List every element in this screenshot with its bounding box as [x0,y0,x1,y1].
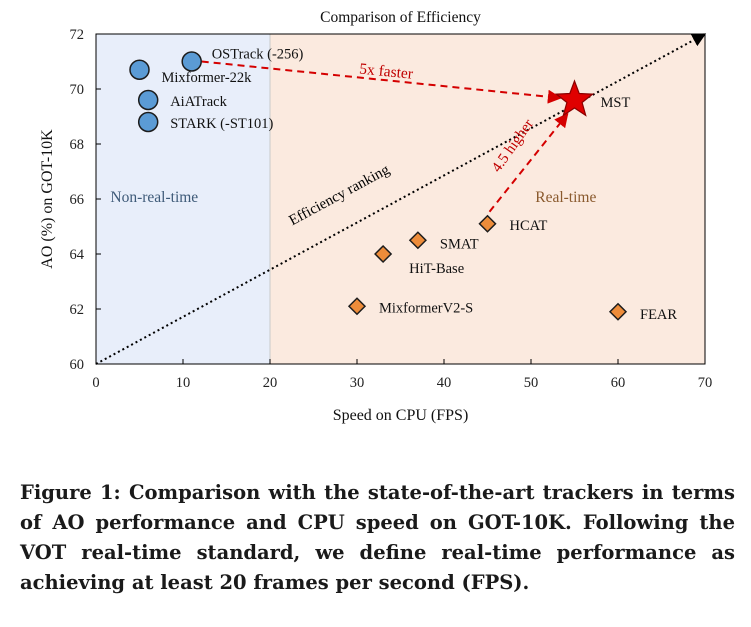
y-tick-label: 60 [70,357,85,373]
region-label-non-real-time: Non-real-time [110,189,198,206]
point-smat [408,231,427,250]
y-tick-label: 66 [70,192,85,208]
point-label-fear: FEAR [640,307,677,323]
point-fear [608,302,628,321]
point-label-aiatrack: AiATrack [170,94,227,110]
point-stark-st101 [137,111,159,133]
region-real-time [270,34,705,364]
point-mixformerv2-s [347,297,367,316]
point-label-hit-base: HiT-Base [409,261,464,277]
x-tick-label: 70 [698,375,713,391]
x-tick-label: 10 [176,375,191,391]
point-label-ostrack-256: OSTrack (-256) [212,47,304,63]
efficiency-ranking-arrow [95,33,707,365]
point-mst [554,79,595,117]
x-tick-label: 60 [611,375,626,391]
point-hit-base [374,244,393,264]
x-tick-label: 50 [524,375,539,391]
point-hcat [478,214,497,233]
point-label-mst: MST [601,95,631,111]
faster-arrow [201,60,562,104]
point-aiatrack [137,89,159,111]
y-tick-label: 70 [70,82,85,98]
figure-caption: Figure 1: Comparison with the state-of-t… [20,481,735,594]
point-label-mixformerv2-s: MixformerV2-S [379,300,473,316]
x-tick-label: 20 [263,375,278,391]
point-label-hcat: HCAT [510,218,548,234]
y-tick-label: 72 [70,27,85,43]
x-tick-label: 0 [92,375,99,391]
region-non-real-time [96,34,270,364]
point-mixformer-22k [129,59,150,80]
y-tick-label: 64 [70,247,85,263]
faster-label: 5x faster [359,60,415,82]
chart-title: Comparison of Efficiency [320,9,481,26]
region-label-real-time: Real-time [535,189,596,206]
y-tick-label: 62 [70,302,85,318]
x-axis-label: Speed on CPU (FPS) [333,407,469,424]
x-tick-label: 40 [437,375,452,391]
point-label-stark-st101: STARK (-ST101) [170,116,273,132]
efficiency-scatter-chart: Non-real-time Real-time 0 10 20 30 40 50 60 70 60 6… [39,9,713,424]
point-ostrack-256 [181,51,202,72]
higher-arrow [488,112,569,213]
point-label-smat: SMAT [440,236,479,252]
y-axis-label: AO (%) on GOT-10K [39,129,56,269]
point-label-mixformer-22k: Mixformer-22k [162,70,253,86]
x-tick-label: 30 [350,375,365,391]
y-tick-label: 68 [70,137,85,153]
